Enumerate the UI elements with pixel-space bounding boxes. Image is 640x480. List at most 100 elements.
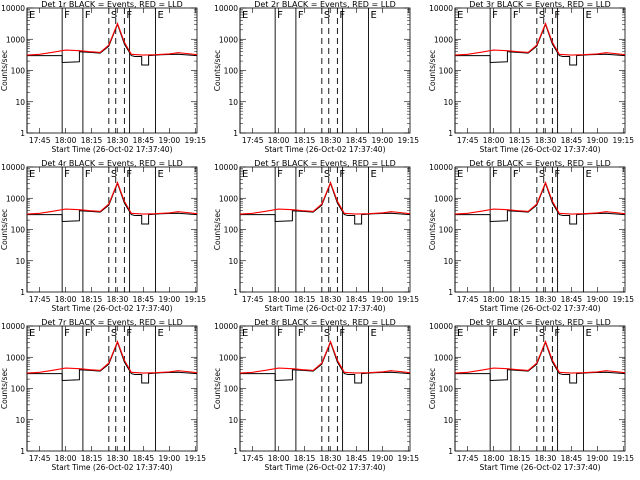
chart-title: Det 2r BLACK = Events, RED = LLD [254,0,396,9]
x-axis-label: Start Time (26-Oct-02 17:37:40) [479,304,600,313]
x-tick-label: 19:15 [612,454,634,463]
y-tick-label: 100 [439,67,454,76]
segment-label: E [586,169,592,180]
y-tick-label: 1 [20,129,25,138]
x-tick-label: 19:00 [159,295,181,304]
x-tick-label: 18:45 [133,136,155,145]
y-tick-label: 1000 [6,194,25,203]
x-tick-label: 19:15 [397,136,419,145]
segment-label: E [457,10,463,21]
y-tick-label: 10000 [214,322,238,331]
x-tick-label: 18:00 [483,454,505,463]
x-tick-label: 19:15 [184,295,206,304]
segment-label: E [242,328,248,339]
segment-label: F [277,10,283,21]
segment-label: F [64,10,70,21]
x-tick-label: 17:45 [29,454,51,463]
segment-label: F [85,10,91,21]
chart-title: Det 4r BLACK = Events, RED = LLD [41,159,183,168]
series-events-line [27,340,198,384]
plot-frame [454,325,626,452]
y-tick-label: 100 [439,226,454,235]
y-tick-label: 10000 [1,4,25,13]
segment-label: F [492,328,498,339]
segment-label: E [29,328,35,339]
x-tick-label: 18:30 [320,295,342,304]
x-axis-label: Start Time (26-Oct-02 17:37:40) [264,304,385,313]
x-tick-label: 18:00 [55,295,77,304]
y-axis-label: Counts/sec [213,368,222,409]
segment-label: F [513,10,519,21]
series-events-line [240,181,411,225]
chart-panel-2: Det 2r BLACK = Events, RED = LLD 1 10 100 10… [213,0,419,154]
x-tick-label: 18:45 [346,136,368,145]
x-tick-label: 18:00 [268,295,290,304]
x-tick-label: 19:00 [159,454,181,463]
y-tick-label: 10000 [1,163,25,172]
segment-label: E [371,10,377,21]
segment-label: E [457,169,463,180]
segment-label: E [158,169,164,180]
segment-label: E [371,169,377,180]
chart-title: Det 7r BLACK = Events, RED = LLD [41,318,183,327]
y-tick-label: 100 [11,67,26,76]
x-tick-label: 17:45 [457,136,479,145]
x-tick-label: 18:30 [535,136,557,145]
x-axis-label: Start Time (26-Oct-02 17:37:40) [51,304,172,313]
x-tick-label: 19:15 [612,136,634,145]
y-axis-label: Counts/sec [428,209,437,250]
x-tick-label: 18:30 [107,136,129,145]
segment-label: S [324,169,330,180]
segment-label: F [64,328,70,339]
chart-panel-4: Det 4r BLACK = Events, RED = LLD 1 10 100 10… [0,159,206,313]
y-tick-label: 1 [20,288,25,297]
series-lld-line [26,21,198,56]
series-events-line [240,340,411,384]
segment-label: F [492,10,498,21]
y-tick-label: 1 [448,288,453,297]
segment-label: S [324,10,330,21]
segment-label: S [539,10,545,21]
x-tick-label: 17:45 [242,295,264,304]
x-axis-label: Start Time (26-Oct-02 17:37:40) [51,145,172,154]
x-tick-label: 18:45 [346,454,368,463]
x-tick-label: 18:15 [509,454,531,463]
y-tick-label: 10 [443,416,453,425]
y-tick-label: 10000 [429,163,453,172]
y-tick-label: 10 [443,257,453,266]
segment-label: F [85,328,91,339]
x-tick-label: 19:15 [612,295,634,304]
y-axis-label: Counts/sec [213,209,222,250]
y-tick-label: 100 [224,67,239,76]
x-tick-label: 17:45 [457,295,479,304]
series-lld-line [26,180,198,215]
series-lld-line [239,180,411,215]
segment-label: F [298,328,304,339]
chart-title: Det 6r BLACK = Events, RED = LLD [469,159,611,168]
series-events-line [455,181,626,225]
x-tick-label: 19:00 [587,295,609,304]
x-tick-label: 18:45 [133,295,155,304]
segment-label: E [242,169,248,180]
segment-label: S [539,328,545,339]
x-tick-label: 19:15 [397,295,419,304]
x-tick-label: 18:15 [294,454,316,463]
x-tick-label: 17:45 [242,136,264,145]
segment-label: S [324,328,330,339]
chart-title: Det 5r BLACK = Events, RED = LLD [254,159,396,168]
y-tick-label: 100 [224,385,239,394]
segment-label: E [242,10,248,21]
segment-label: F [513,169,519,180]
x-tick-label: 18:30 [107,454,129,463]
x-tick-label: 19:15 [184,136,206,145]
segment-label: F [298,10,304,21]
x-tick-label: 18:15 [81,454,103,463]
x-axis-label: Start Time (26-Oct-02 17:37:40) [264,145,385,154]
chart-title: Det 8r BLACK = Events, RED = LLD [254,318,396,327]
segment-label: F [492,169,498,180]
segment-label: E [457,328,463,339]
x-tick-label: 17:45 [29,136,51,145]
segment-label: E [29,10,35,21]
x-tick-label: 19:15 [184,454,206,463]
series-lld-line [26,339,198,374]
